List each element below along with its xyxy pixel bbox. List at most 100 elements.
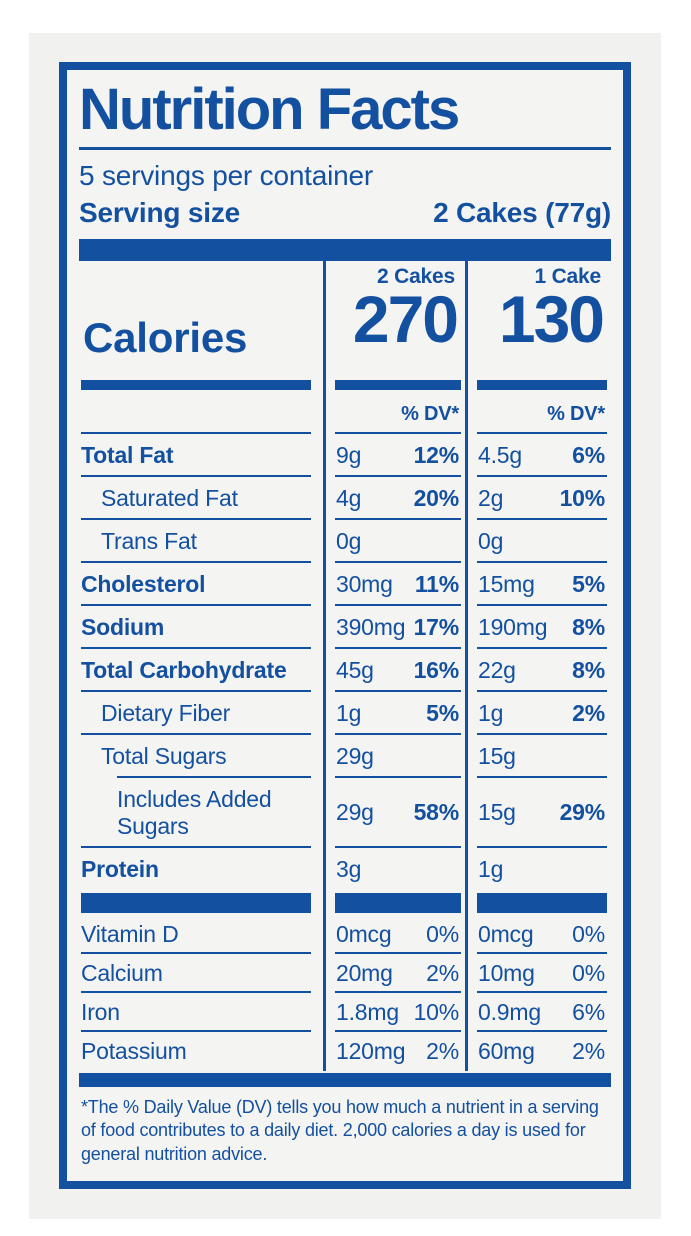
nutrient-name: Calcium (79, 954, 323, 993)
nutrition-table: Calories 2 Cakes 270 1 Cake 130 .cal-col… (79, 260, 611, 1071)
dv-header-spacer (79, 394, 323, 434)
vitamin-row-calcium: Calcium 20mg 2% 10mg 0% (79, 954, 611, 993)
title-divider (79, 147, 611, 151)
nutrient-values-1cake: 15mg 5% (465, 563, 611, 606)
amount: 10mg (478, 959, 535, 986)
nutrient-row-cholesterol: Cholesterol 30mg 11% 15mg 5% (79, 563, 611, 606)
daily-value: 2% (572, 1037, 605, 1064)
daily-value: 16% (413, 656, 460, 683)
thick-divider-top (79, 238, 611, 261)
daily-value-footnote: *The % Daily Value (DV) tells you how mu… (81, 1096, 599, 1165)
calories-col-2cakes: 2 Cakes 270 (335, 261, 461, 390)
thick-bar-segment (79, 891, 323, 915)
nutrient-values-1cake: 0g (465, 520, 611, 563)
nutrient-name: Sodium (79, 606, 323, 649)
nutrient-values-2cakes: 0mcg 0% (323, 915, 465, 954)
vitamin-row-potassium: Potassium 120mg 2% 60mg 2% (79, 1032, 611, 1071)
daily-value: 58% (413, 799, 460, 826)
amount: 15g (478, 742, 516, 769)
amount: 0mcg (478, 920, 534, 947)
nutrient-values-1cake: 10mg 0% (465, 954, 611, 993)
nutrient-row-sodium: Sodium 390mg 17% 190mg 8% (79, 606, 611, 649)
nutrient-values-2cakes: 29g 58% (323, 778, 465, 848)
nutrient-values-2cakes: 20mg 2% (323, 954, 465, 993)
amount: 3g (336, 855, 362, 882)
dv-header-1cake: % DV* (465, 394, 611, 434)
nutrient-values-1cake: 190mg 8% (465, 606, 611, 649)
nutrient-name: Total Fat (79, 434, 323, 477)
nutrient-values-2cakes: 4g 20% (323, 477, 465, 520)
nutrient-name: Cholesterol (79, 563, 323, 606)
nutrient-values-1cake: 1g (465, 848, 611, 891)
amount: 30mg (336, 570, 393, 597)
daily-value: 8% (572, 656, 605, 683)
nutrient-values-2cakes: 390mg 17% (323, 606, 465, 649)
nutrient-row-dietary-fiber: Dietary Fiber 1g 5% 1g 2% (79, 692, 611, 735)
nutrient-row-protein: Protein 3g 1g (79, 848, 611, 891)
nutrient-values-1cake: 22g 8% (465, 649, 611, 692)
amount: 22g (478, 656, 516, 683)
nutrient-values-1cake: 15g (465, 735, 611, 778)
amount: 45g (336, 656, 374, 683)
column-divider-1 (323, 260, 326, 1071)
dv-header-2cakes: % DV* (323, 394, 465, 434)
nutrient-values-1cake: 4.5g 6% (465, 434, 611, 477)
amount: 0mcg (336, 920, 392, 947)
nutrient-row-total-carbohydrate: Total Carbohydrate 45g 16% 22g 8% (79, 649, 611, 692)
nutrient-name: Total Sugars (79, 735, 323, 778)
nutrient-values-1cake: 60mg 2% (465, 1032, 611, 1071)
daily-value: 29% (559, 799, 606, 826)
daily-value: 5% (426, 699, 459, 726)
daily-value: 2% (426, 1037, 459, 1064)
nutrient-row-total-sugars: Total Sugars 29g 15g (79, 735, 611, 778)
serving-size-row: Serving size 2 Cakes (77g) (79, 197, 611, 229)
amount: 15mg (478, 570, 535, 597)
nutrient-values-1cake: 2g 10% (465, 477, 611, 520)
nutrient-values-2cakes: 29g (323, 735, 465, 778)
nutrient-name: Trans Fat (79, 520, 323, 563)
label-title: Nutrition Facts (79, 77, 460, 142)
calories-value-1cake: 130 (498, 281, 605, 356)
daily-value: 8% (572, 613, 605, 640)
column-header-1cake: 1 Cake (534, 264, 601, 288)
amount: 15g (478, 799, 516, 826)
label-photo-panel: Nutrition Facts 5 servings per container… (29, 33, 661, 1219)
nutrient-values-1cake: 0.9mg 6% (465, 993, 611, 1032)
servings-per-container: 5 servings per container (79, 160, 374, 192)
amount: 1.8mg (336, 998, 399, 1025)
nutrient-values-1cake: 0mcg 0% (465, 915, 611, 954)
thick-divider-segmented (79, 891, 611, 915)
serving-size-value: 2 Cakes (77g) (433, 196, 611, 228)
thick-divider-bottom (79, 1072, 611, 1087)
nutrient-row-added-sugars: Includes Added Sugars 29g 58% 15g 29% (79, 778, 611, 848)
serving-size-label: Serving size (79, 196, 241, 228)
daily-value: 12% (413, 441, 460, 468)
amount: 1g (336, 699, 362, 726)
dv-header-row: % DV* % DV* (79, 394, 611, 434)
vitamin-row-iron: Iron 1.8mg 10% 0.9mg 6% (79, 993, 611, 1032)
daily-value: 0% (426, 920, 459, 947)
amount: 29g (336, 799, 374, 826)
nutrient-values-2cakes: 120mg 2% (323, 1032, 465, 1071)
daily-value: 10% (413, 998, 460, 1025)
amount: 390mg (336, 613, 406, 640)
daily-value: 0% (572, 920, 605, 947)
amount: 60mg (478, 1037, 535, 1064)
nutrient-name: Includes Added Sugars (79, 778, 323, 848)
nutrient-name: Protein (81, 855, 159, 882)
amount: 1g (478, 699, 504, 726)
amount: 2g (478, 484, 504, 511)
thick-bar-segment (465, 891, 611, 915)
nutrient-name: Potassium (81, 1037, 187, 1064)
column-header-2cakes: 2 Cakes (377, 264, 455, 288)
amount: 20mg (336, 959, 393, 986)
daily-value: 2% (572, 699, 605, 726)
daily-value: 2% (426, 959, 459, 986)
amount: 1g (478, 855, 504, 882)
nutrient-name: Dietary Fiber (79, 692, 323, 735)
nutrient-values-2cakes: 45g 16% (323, 649, 465, 692)
amount: 4g (336, 484, 362, 511)
nutrient-name: Total Carbohydrate (79, 649, 323, 692)
amount: 29g (336, 742, 374, 769)
daily-value: 20% (413, 484, 460, 511)
